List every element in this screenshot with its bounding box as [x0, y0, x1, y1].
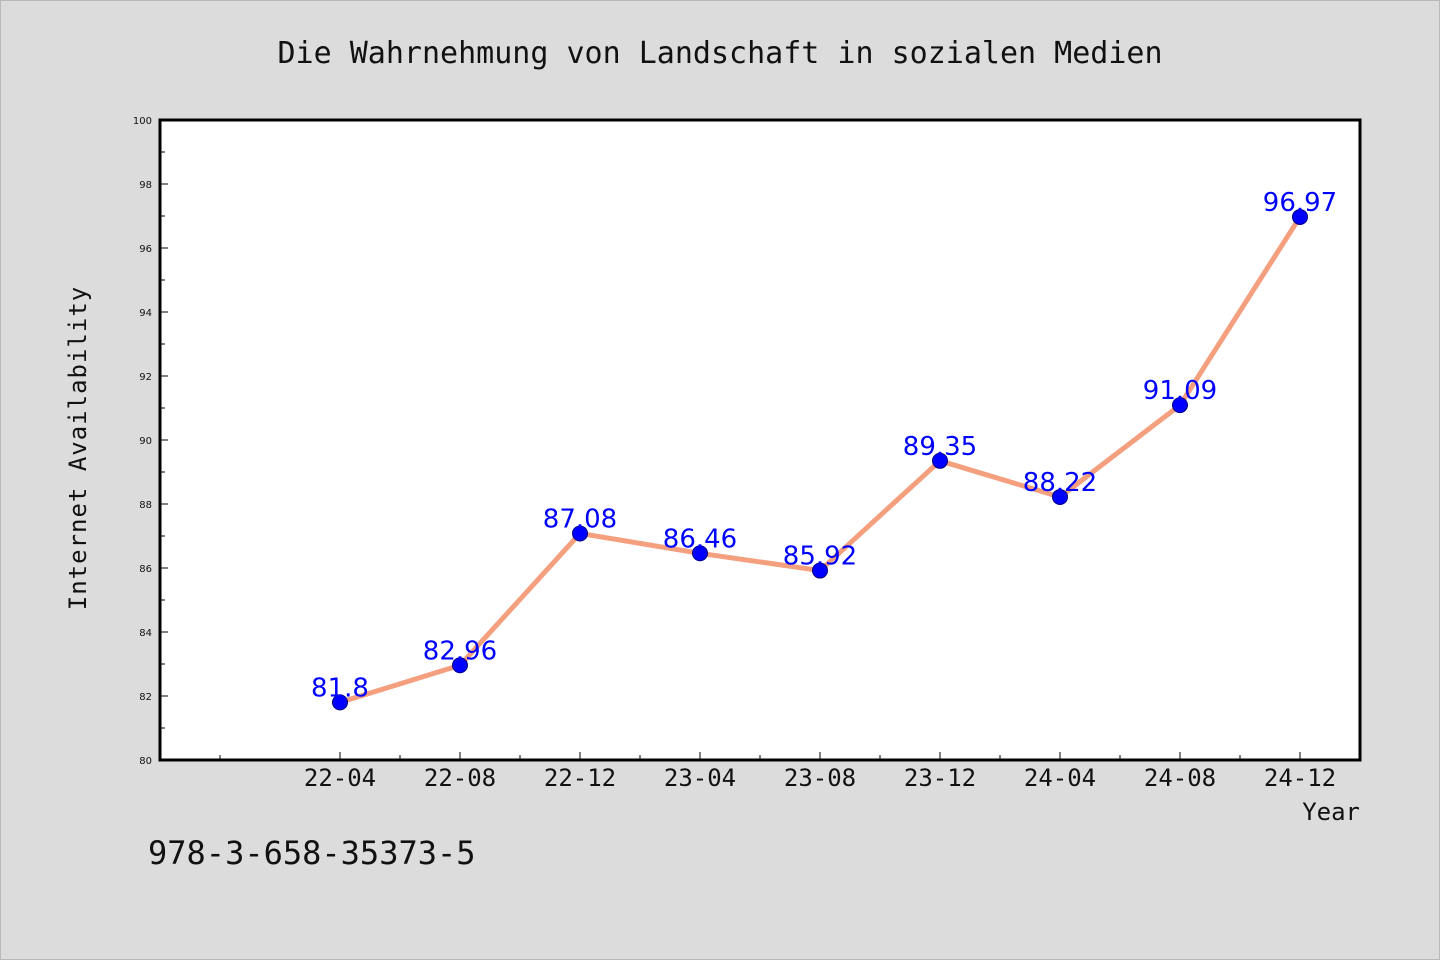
data-point [932, 452, 948, 469]
y-tick-label: 84 [139, 628, 152, 639]
x-tick-label: 22-08 [424, 764, 496, 792]
data-point [692, 545, 708, 562]
data-label: 88.22 [1023, 468, 1097, 498]
x-axis-ticks: 22-04 22-08 22-12 23-04 23-08 23-12 24-04 24-08… [219, 752, 1336, 792]
y-tick-label: 88 [139, 500, 152, 511]
data-label: 82.96 [423, 636, 497, 666]
y-tick-label: 90 [139, 436, 152, 447]
data-point [332, 694, 348, 711]
x-axis-label: Year [1302, 798, 1360, 826]
y-axis-ticks: 80 82 84 86 88 90 92 94 96 98 100 [133, 116, 168, 767]
x-tick-label: 24-08 [1144, 764, 1216, 792]
data-point [1052, 488, 1068, 505]
data-label: 89.35 [903, 432, 977, 462]
data-point [1172, 397, 1188, 414]
data-point [1292, 208, 1308, 225]
series-layer: 81.8 82.96 87.08 86.46 85.92 89.35 88.22 91.09 9… [311, 188, 1337, 711]
x-tick-label: 23-12 [904, 764, 976, 792]
chart-title: Die Wahrnehmung von Landschaft in sozial… [277, 36, 1162, 71]
data-point [812, 562, 828, 579]
data-point [572, 525, 588, 542]
y-tick-label: 94 [139, 308, 152, 319]
x-tick-label: 23-04 [664, 764, 736, 792]
x-tick-label: 24-12 [1264, 764, 1336, 792]
y-tick-label: 100 [133, 116, 152, 127]
isbn-text: 978-3-658-35373-5 [148, 834, 476, 872]
y-tick-label: 86 [139, 564, 152, 575]
x-tick-label: 22-04 [304, 764, 376, 792]
x-tick-label: 22-12 [544, 764, 616, 792]
y-tick-label: 82 [139, 692, 152, 703]
data-label: 86.46 [663, 524, 737, 554]
x-tick-label: 24-04 [1024, 764, 1096, 792]
data-label: 85.92 [783, 542, 857, 572]
data-label: 87.08 [543, 504, 617, 534]
y-tick-label: 80 [139, 756, 152, 767]
y-tick-label: 96 [139, 244, 152, 255]
y-tick-label: 98 [139, 180, 152, 191]
plot-area [158, 118, 1362, 762]
data-label: 91.09 [1143, 376, 1217, 406]
y-axis-label: Internet Availability [64, 286, 92, 610]
data-label: 81.8 [311, 673, 369, 703]
data-point [452, 657, 468, 674]
x-tick-label: 23-08 [784, 764, 856, 792]
data-label: 96.97 [1263, 188, 1337, 218]
y-tick-label: 92 [139, 372, 152, 383]
